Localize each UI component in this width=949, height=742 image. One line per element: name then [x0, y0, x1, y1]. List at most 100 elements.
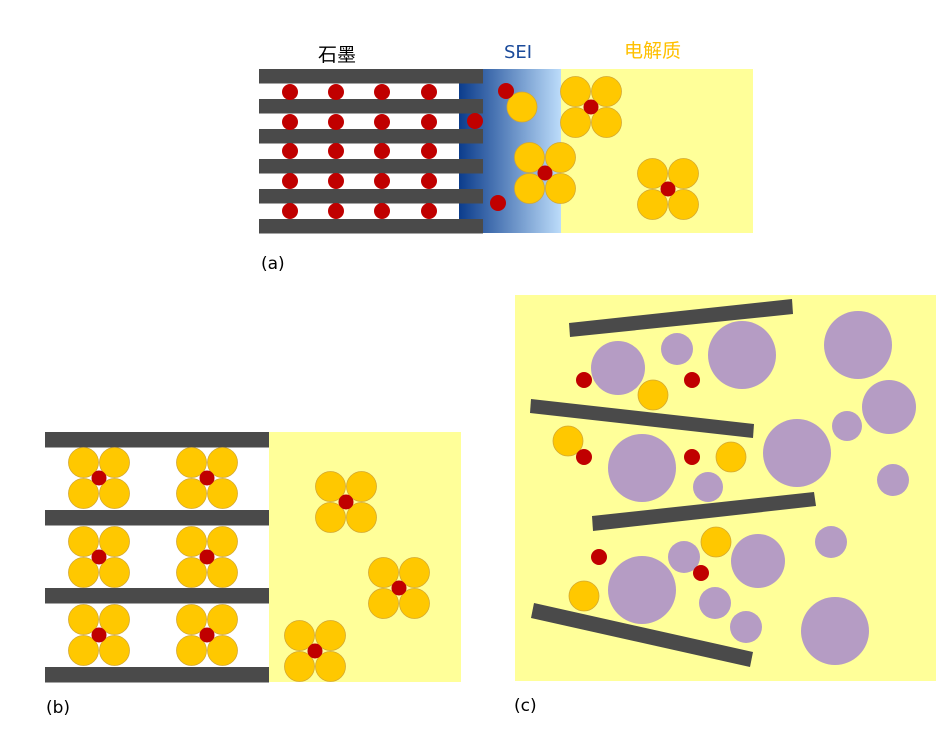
solvent-molecule	[368, 588, 399, 619]
solvent-molecule	[68, 635, 99, 666]
lithium-ion	[537, 165, 553, 181]
decomposition-particle	[608, 434, 676, 502]
panel-a-graphite-sei-electrolyte	[259, 69, 753, 234]
solvent-molecule	[207, 635, 238, 666]
caption-a: (a)	[261, 254, 285, 274]
lithium-ion	[282, 84, 298, 100]
lithium-ion	[421, 173, 437, 189]
lithium-ion	[282, 114, 298, 130]
solvent-molecule	[176, 635, 207, 666]
graphite-layer	[259, 219, 483, 234]
decomposition-particle	[668, 541, 700, 573]
solvent-molecule	[176, 604, 207, 635]
solvent-molecule	[207, 557, 238, 588]
lithium-ion	[490, 195, 506, 211]
lithium-ion	[374, 203, 390, 219]
solvent-molecule	[506, 91, 538, 123]
decomposition-particle	[699, 587, 731, 619]
solvent-molecule	[99, 478, 130, 509]
lithium-ion	[328, 114, 344, 130]
solvent-molecule	[560, 107, 591, 138]
lithium-ion	[328, 173, 344, 189]
lithium-ion	[421, 143, 437, 159]
lithium-ion	[421, 203, 437, 219]
graphite-layer	[45, 510, 269, 526]
solvent-molecule	[591, 76, 622, 107]
decomposition-particle	[763, 419, 831, 487]
decomposition-particle	[801, 597, 869, 665]
solvent-molecule	[99, 604, 130, 635]
lithium-ion	[91, 470, 107, 486]
lithium-ion	[328, 84, 344, 100]
lithium-ion	[91, 627, 107, 643]
panel-b-cointercalation	[45, 432, 461, 683]
lithium-ion	[328, 143, 344, 159]
solvent-molecule	[514, 173, 545, 204]
solvent-molecule	[68, 604, 99, 635]
solvent-molecule	[399, 557, 430, 588]
solvent-molecule	[99, 635, 130, 666]
lithium-ion	[391, 580, 407, 596]
lithium-ion	[684, 449, 700, 465]
solvent-molecule	[68, 557, 99, 588]
graphite-layer	[45, 588, 269, 604]
solvent-molecule	[637, 189, 668, 220]
decomposition-particle	[862, 380, 916, 434]
lithium-ion	[693, 565, 709, 581]
solvent-molecule	[346, 502, 377, 533]
solvent-molecule	[560, 76, 591, 107]
decomposition-particle	[832, 411, 862, 441]
graphite-layer	[259, 69, 483, 84]
solvent-molecule	[568, 580, 600, 612]
graphite-layer	[45, 667, 269, 683]
exfoliated-graphite-layer	[530, 399, 754, 438]
lithium-ion	[576, 372, 592, 388]
solvent-molecule	[715, 441, 747, 473]
solvent-molecule	[637, 379, 669, 411]
solvent-molecule	[99, 447, 130, 478]
lithium-ion	[591, 549, 607, 565]
lithium-ion	[199, 470, 215, 486]
solvent-molecule	[668, 189, 699, 220]
graphite-layer	[259, 129, 483, 144]
decomposition-particle	[693, 472, 723, 502]
exfoliated-graphite-layer	[592, 492, 816, 531]
solvent-molecule	[552, 425, 584, 457]
solvent-molecule	[207, 447, 238, 478]
decomposition-particle	[661, 333, 693, 365]
decomposition-particle	[591, 341, 645, 395]
graphite-layer	[45, 432, 269, 448]
solvent-molecule	[176, 478, 207, 509]
lithium-ion	[421, 84, 437, 100]
solvent-molecule	[591, 107, 622, 138]
caption-b: (b)	[46, 698, 71, 718]
lithium-ion	[199, 549, 215, 565]
decomposition-particle	[731, 534, 785, 588]
lithium-ion	[374, 84, 390, 100]
lithium-ion	[328, 203, 344, 219]
solvent-molecule	[368, 557, 399, 588]
solvent-molecule	[399, 588, 430, 619]
lithium-ion	[576, 449, 592, 465]
solvent-molecule	[514, 142, 545, 173]
solvent-molecule	[668, 158, 699, 189]
lithium-ion	[467, 113, 483, 129]
decomposition-particle	[608, 556, 676, 624]
label-sei: SEI	[504, 42, 533, 63]
solvent-molecule	[176, 557, 207, 588]
solvent-molecule	[99, 557, 130, 588]
lithium-ion	[374, 173, 390, 189]
decomposition-particle	[877, 464, 909, 496]
decomposition-particle	[708, 321, 776, 389]
solvent-molecule	[315, 651, 346, 682]
lithium-ion	[374, 114, 390, 130]
lithium-ion	[282, 143, 298, 159]
solvent-molecule	[68, 478, 99, 509]
solvent-molecule	[284, 620, 315, 651]
decomposition-particle	[815, 526, 847, 558]
solvent-molecule	[207, 526, 238, 557]
lithium-ion	[338, 494, 354, 510]
lithium-ion	[583, 99, 599, 115]
solvent-molecule	[315, 471, 346, 502]
